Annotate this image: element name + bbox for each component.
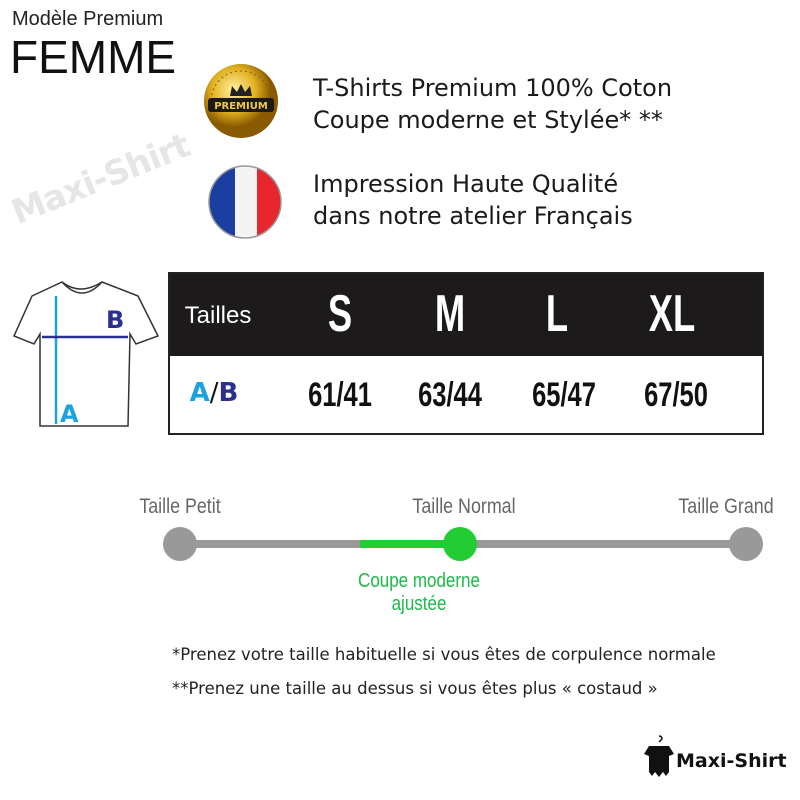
watermark: Maxi-Shirt (6, 125, 196, 234)
size-s: S (327, 285, 353, 343)
feature-2-line2: dans notre atelier Français (313, 202, 633, 230)
label-b: B (106, 306, 124, 334)
fit-marker-small (163, 527, 197, 561)
fit-marker-normal (443, 527, 477, 561)
fit-label-large: Taille Grand (678, 495, 774, 518)
logo-text: Maxi-Shirt (676, 750, 787, 772)
feature-1: T-Shirts Premium 100% Coton Coupe modern… (313, 72, 672, 136)
value-xl: 67/50 (644, 376, 708, 414)
size-xl: XL (648, 285, 696, 343)
note-2: **Prenez une taille au dessus si vous êt… (172, 679, 658, 698)
row-label-b: B (218, 378, 239, 408)
value-m: 63/44 (418, 376, 482, 414)
size-table: Tailles S M L XL A/B 61/41 63/44 65/47 6… (168, 272, 764, 435)
logo: Maxi-Shirt (644, 734, 787, 778)
tshirt-diagram: B A (12, 281, 160, 428)
fit-scale (163, 527, 763, 561)
fit-label-small: Taille Petit (139, 495, 221, 518)
row-label-a: A (189, 378, 210, 408)
french-flag-icon (208, 165, 282, 239)
label-a: A (60, 400, 79, 428)
fit-marker-large (729, 527, 763, 561)
value-l: 65/47 (532, 376, 596, 414)
size-table-header: Tailles S M L XL (170, 274, 762, 356)
feature-1-line2: Coupe moderne et Stylée* ** (313, 106, 663, 134)
feature-2: Impression Haute Qualité dans notre atel… (313, 168, 633, 232)
fit-note: Coupe moderne ajustée (358, 570, 480, 616)
size-l: L (545, 285, 569, 343)
sizes-label: Tailles (184, 302, 252, 329)
fit-label-normal: Taille Normal (412, 495, 516, 518)
feature-2-line1: Impression Haute Qualité (313, 170, 619, 198)
note-1: *Prenez votre taille habituelle si vous … (172, 645, 716, 664)
row-label-sep: / (209, 378, 219, 408)
fit-note-line1: Coupe moderne (358, 570, 480, 592)
value-s: 61/41 (308, 376, 372, 414)
row-label: A/B (190, 378, 239, 408)
badge-text: PREMIUM (214, 101, 268, 112)
feature-1-line1: T-Shirts Premium 100% Coton (313, 74, 673, 102)
premium-badge-icon: PREMIUM (204, 64, 278, 138)
model-label: Modèle Premium (12, 8, 164, 30)
fit-note-line2: ajustée (391, 593, 447, 615)
size-m: M (434, 285, 466, 343)
gender-title: FEMME (10, 31, 177, 83)
tshirt-logo-icon (644, 735, 674, 777)
